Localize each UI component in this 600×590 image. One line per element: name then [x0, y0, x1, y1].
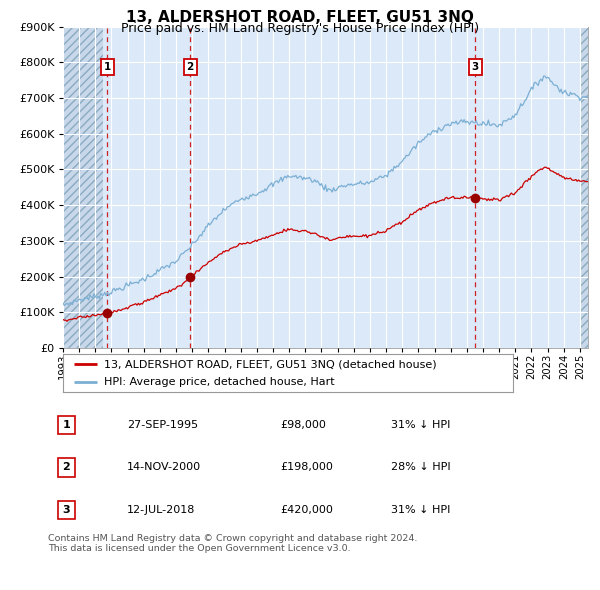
Text: £98,000: £98,000 — [280, 420, 326, 430]
Text: 31% ↓ HPI: 31% ↓ HPI — [391, 420, 451, 430]
Text: 14-NOV-2000: 14-NOV-2000 — [127, 463, 202, 472]
Text: 2: 2 — [187, 62, 194, 72]
Text: 1: 1 — [104, 62, 111, 72]
Text: £420,000: £420,000 — [280, 505, 333, 514]
Text: 1: 1 — [62, 420, 70, 430]
Text: HPI: Average price, detached house, Hart: HPI: Average price, detached house, Hart — [104, 377, 334, 387]
Text: 2: 2 — [62, 463, 70, 472]
Text: 3: 3 — [62, 505, 70, 514]
Text: Contains HM Land Registry data © Crown copyright and database right 2024.
This d: Contains HM Land Registry data © Crown c… — [48, 534, 418, 553]
Text: 28% ↓ HPI: 28% ↓ HPI — [391, 463, 451, 472]
Text: 27-SEP-1995: 27-SEP-1995 — [127, 420, 199, 430]
Text: 31% ↓ HPI: 31% ↓ HPI — [391, 505, 451, 514]
Text: 13, ALDERSHOT ROAD, FLEET, GU51 3NQ: 13, ALDERSHOT ROAD, FLEET, GU51 3NQ — [126, 10, 474, 25]
Text: 13, ALDERSHOT ROAD, FLEET, GU51 3NQ (detached house): 13, ALDERSHOT ROAD, FLEET, GU51 3NQ (det… — [104, 359, 436, 369]
Text: £198,000: £198,000 — [280, 463, 333, 472]
Text: Price paid vs. HM Land Registry's House Price Index (HPI): Price paid vs. HM Land Registry's House … — [121, 22, 479, 35]
Text: 3: 3 — [472, 62, 479, 72]
Text: 12-JUL-2018: 12-JUL-2018 — [127, 505, 196, 514]
